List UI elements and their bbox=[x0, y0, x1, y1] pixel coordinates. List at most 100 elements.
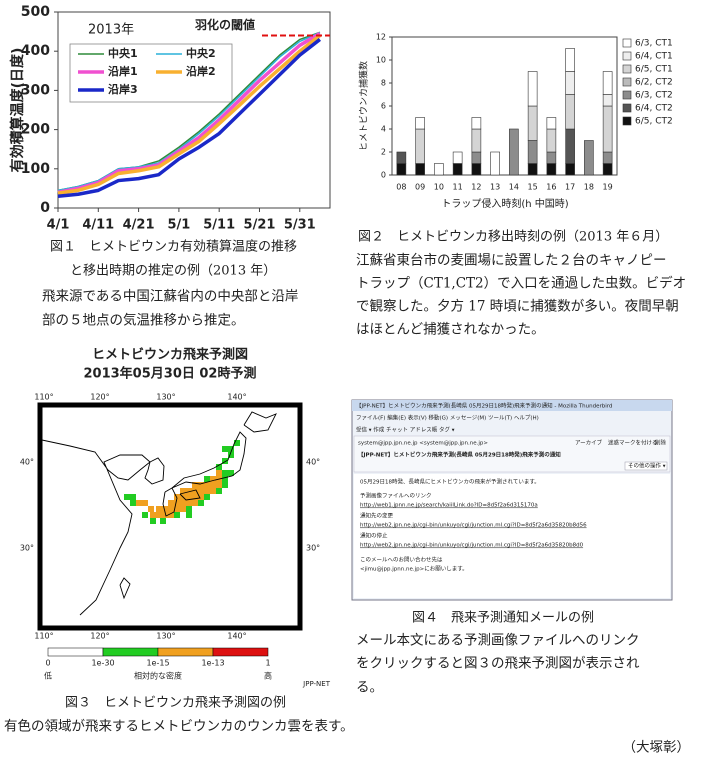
x-tick-label: 18 bbox=[584, 183, 594, 192]
lon-label: 140° bbox=[227, 632, 246, 641]
density-cell bbox=[222, 446, 228, 452]
coastlines bbox=[41, 411, 277, 616]
bar-segment bbox=[565, 71, 575, 95]
lat-label: 40° bbox=[20, 458, 34, 467]
legend-swatch bbox=[622, 77, 632, 87]
x-tick-label: 5/1 bbox=[167, 218, 190, 233]
caption: 図３ ヒメトビウンカ飛来予測図の例 bbox=[65, 696, 286, 711]
x-tick-label: 4/21 bbox=[123, 218, 155, 233]
button: アーカイブ bbox=[575, 439, 603, 447]
density-cell bbox=[204, 482, 210, 488]
bar-segment bbox=[565, 163, 575, 176]
window-title: 【JPP-NET】ヒメトビウンカ飛来予測(長崎県 05月29日18時発)飛来予測… bbox=[356, 402, 612, 410]
bar-segment bbox=[602, 163, 613, 176]
body-line: <jimu@jpp.jpnn.ne.jp>にお願いします。 bbox=[360, 566, 468, 573]
density-cell bbox=[180, 500, 186, 506]
bar-segment bbox=[396, 151, 407, 164]
colorbar-segment bbox=[157, 647, 214, 657]
link: http://web1.jpnn.ne.jp/search/kaiilLink.… bbox=[360, 503, 538, 509]
colorbar-segment bbox=[47, 647, 104, 657]
china-coast bbox=[41, 439, 151, 616]
x-axis-title: トラップ侵入時刻(h 中国時) bbox=[441, 197, 568, 210]
map-title: ヒメトビウンカ飛来予測図 bbox=[92, 347, 248, 363]
legend-label: 6/3, CT2 bbox=[635, 91, 673, 101]
link: http://web2.jpn.ne.jp/cgi-bin/unkuyo/cgi… bbox=[360, 523, 587, 529]
x-tick-label: 4/1 bbox=[47, 218, 70, 233]
bar-segment bbox=[602, 94, 613, 107]
density-cell bbox=[186, 494, 192, 500]
button: 削除 bbox=[655, 439, 667, 447]
bar-segment bbox=[527, 163, 538, 176]
legend-swatch bbox=[622, 90, 632, 100]
density-cell bbox=[142, 500, 148, 506]
y-tick-label: 10 bbox=[376, 56, 386, 65]
shikoku bbox=[179, 489, 201, 501]
density-cell bbox=[198, 494, 204, 500]
y-tick-label: 200 bbox=[21, 122, 50, 138]
button: その他の操作 ▾ bbox=[628, 462, 666, 470]
x-tick-label: 08 bbox=[396, 183, 406, 192]
series-line bbox=[57, 38, 322, 198]
density-cell bbox=[186, 500, 192, 506]
author: （大塚彰） bbox=[623, 739, 691, 756]
bar-segment bbox=[565, 128, 575, 164]
bar-segment bbox=[434, 163, 444, 176]
bar-segment bbox=[546, 163, 557, 176]
y-tick-label: 0 bbox=[40, 200, 50, 216]
legend-label: 6/4, CT1 bbox=[635, 52, 673, 62]
density-cell bbox=[130, 494, 136, 500]
legend-swatch bbox=[622, 38, 632, 48]
y-tick-label: 100 bbox=[21, 161, 50, 177]
density-cell bbox=[150, 512, 156, 518]
hokkaido bbox=[243, 411, 277, 433]
paragraph-line: メール本文にある予測画像ファイルへのリンク bbox=[356, 633, 640, 649]
paragraph-line: で観察した。夕方 17 時頃に捕獲数が多い。夜間早朝 bbox=[356, 298, 679, 315]
legend-label: 中央2 bbox=[186, 46, 216, 60]
density-cell bbox=[222, 482, 228, 488]
density-cell bbox=[222, 458, 228, 464]
x-tick-label: 10 bbox=[434, 183, 444, 192]
colorbar-label: 相対的な密度 bbox=[134, 671, 182, 681]
y-tick-label: 6 bbox=[381, 102, 386, 111]
density-cell bbox=[174, 512, 180, 518]
bar-segment bbox=[471, 117, 482, 130]
bar-segment bbox=[471, 151, 482, 164]
bar-segment bbox=[527, 140, 538, 164]
y-tick-label: 8 bbox=[381, 79, 386, 88]
density-cell bbox=[180, 506, 186, 512]
figure-3: ヒメトビウンカ飛来予測図 2013年05月30日 02時予測 110° 110° 1… bbox=[20, 347, 331, 689]
lon-label: 140° bbox=[227, 393, 246, 402]
x-tick-label: 4/11 bbox=[82, 218, 114, 233]
density-cell bbox=[210, 488, 216, 494]
density-cell bbox=[180, 488, 186, 494]
density-cell bbox=[228, 470, 234, 476]
paragraph-line: る。 bbox=[356, 680, 383, 696]
x-tick-label: 17 bbox=[565, 183, 575, 192]
density-cell bbox=[192, 488, 198, 494]
legend-label: 沿岸3 bbox=[108, 82, 138, 96]
density-cell bbox=[216, 488, 222, 494]
y-tick-label: 400 bbox=[21, 43, 50, 59]
subject: 【JPP-NET】ヒメトビウンカ飛来予測(長崎県 05月29日18時発)飛来予測… bbox=[358, 451, 561, 459]
density-cell bbox=[148, 506, 154, 512]
y-axis-title: ヒメトビウンカ捕獲数 bbox=[358, 61, 370, 151]
body-line: 05月29日18時発、長崎県にヒメトビウンカの飛来が予測されています。 bbox=[360, 478, 540, 486]
colorbar-tick: 0 bbox=[45, 659, 50, 668]
body-line: このメールへのお問い合わせ先は bbox=[360, 556, 443, 564]
plot-frame bbox=[391, 36, 618, 176]
x-tick-label: 5/11 bbox=[203, 218, 235, 233]
x-tick-label: 09 bbox=[415, 183, 425, 192]
density-cell bbox=[168, 506, 174, 512]
figure-2: ヒメトビウンカ捕獲数 トラップ侵入時刻(h 中国時) 0 2 4 6 8 10 12 08 09… bbox=[358, 33, 673, 211]
x-tick-label: 5/31 bbox=[284, 218, 316, 233]
legend-label: 6/2, CT2 bbox=[635, 78, 673, 88]
header-pane bbox=[353, 435, 671, 473]
density-cell bbox=[156, 512, 162, 518]
lat-label: 40° bbox=[306, 458, 320, 467]
density-cell bbox=[150, 518, 156, 524]
density-cell bbox=[210, 476, 216, 482]
bar-segment bbox=[565, 48, 575, 72]
density-cell bbox=[136, 500, 142, 506]
